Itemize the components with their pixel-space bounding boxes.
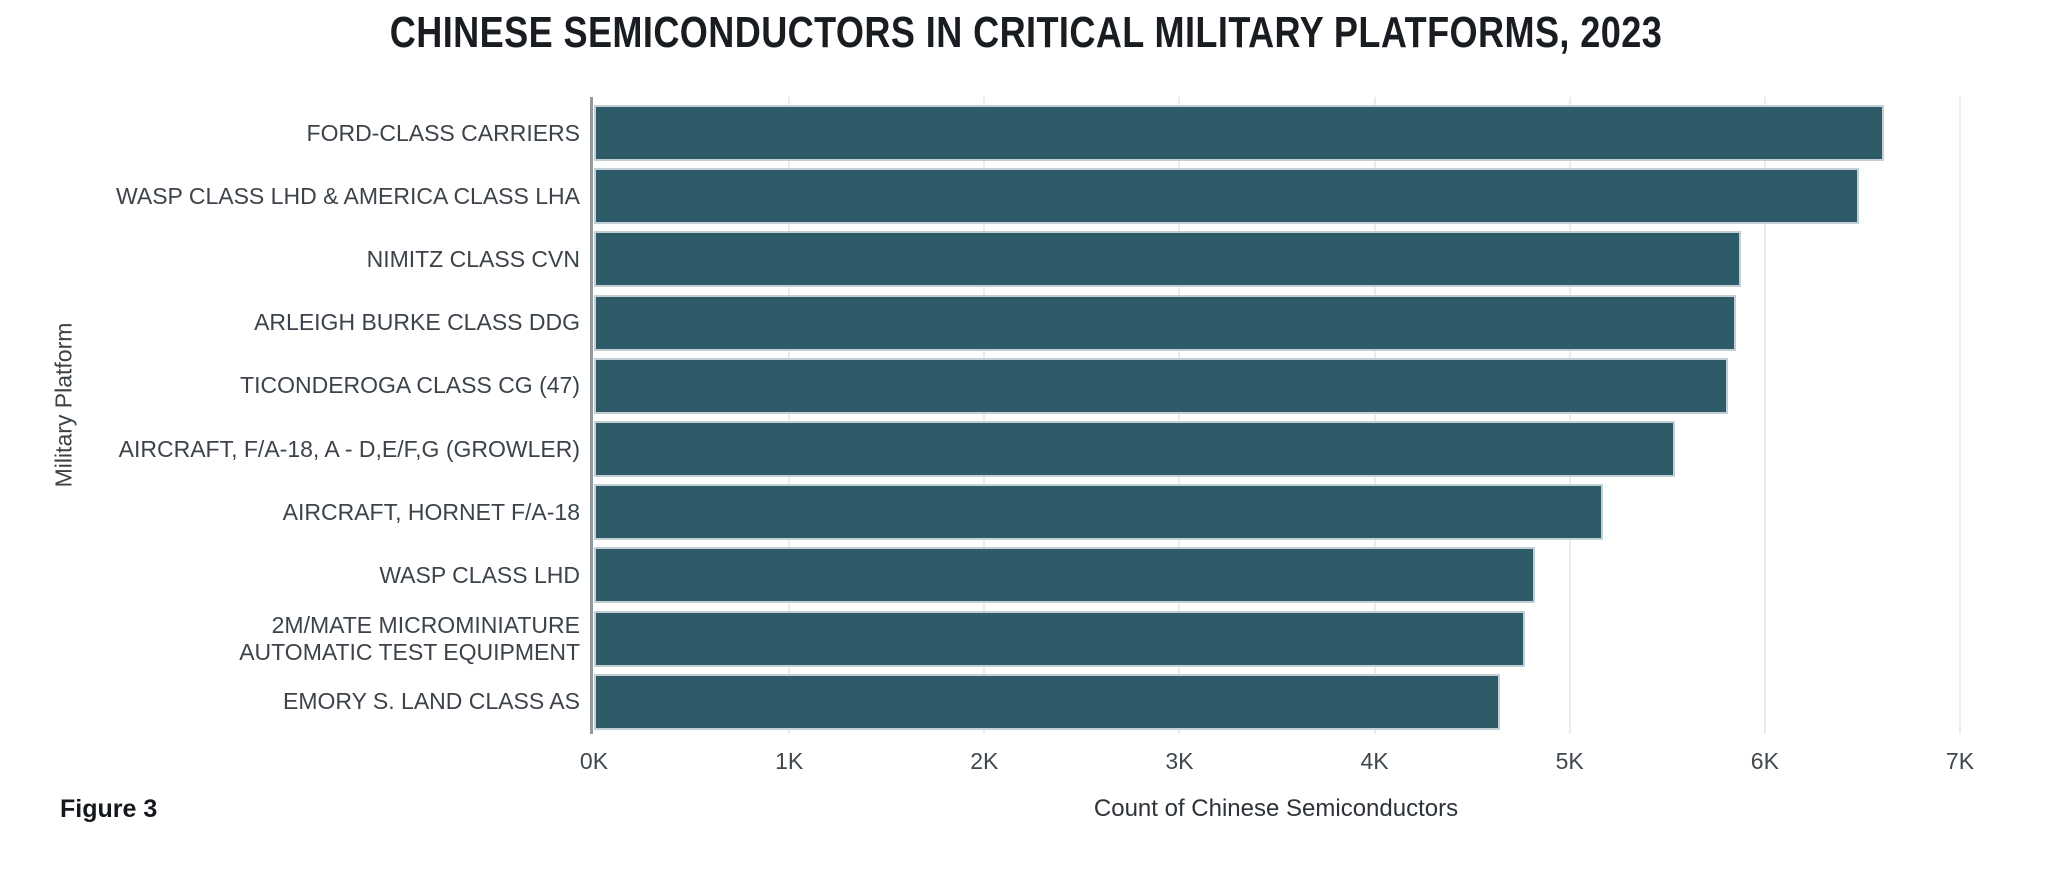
bar-label: EMORY S. LAND CLASS AS: [0, 674, 580, 730]
bar-label-line: TICONDEROGA CLASS CG (47): [240, 372, 580, 399]
gridline-3k: [1178, 97, 1181, 734]
x-tick-label: 1K: [775, 748, 804, 774]
x-tick-label: 5K: [1555, 748, 1584, 774]
bar: [594, 105, 1884, 161]
bar: [594, 547, 1535, 604]
bar-label-line: ARLEIGH BURKE CLASS DDG: [254, 309, 580, 336]
bar-label: 2M/MATE MICROMINIATURE AUTOMATIC TEST EQU…: [0, 611, 580, 667]
figure-caption: Figure 3: [60, 795, 158, 823]
bar-label: ARLEIGH BURKE CLASS DDG: [0, 295, 580, 351]
bar-label: FORD-CLASS CARRIERS: [0, 105, 580, 161]
y-axis-line: [590, 97, 593, 734]
x-tick-label: 6K: [1750, 748, 1779, 774]
bar: [594, 357, 1728, 414]
bar-label-line: WASP CLASS LHD: [379, 561, 580, 588]
bar-label-line: EMORY S. LAND CLASS AS: [283, 688, 580, 715]
x-tick-label: 3K: [1165, 748, 1194, 774]
bar-label: WASP CLASS LHD & AMERICA CLASS LHA: [0, 168, 580, 224]
bar: [594, 421, 1676, 477]
gridline-2k: [983, 97, 986, 734]
bar: [594, 484, 1603, 541]
bar-label-line: NIMITZ CLASS CVN: [366, 245, 580, 272]
bar-label-line: AUTOMATIC TEST EQUIPMENT: [239, 638, 580, 665]
x-tick-label: 4K: [1360, 748, 1389, 774]
gridline-5k: [1568, 97, 1571, 734]
bar-label: AIRCRAFT, HORNET F/A-18: [0, 484, 580, 540]
gridline-4k: [1373, 97, 1376, 734]
bar-label: TICONDEROGA CLASS CG (47): [0, 358, 580, 414]
bar-label-line: AIRCRAFT, HORNET F/A-18: [282, 498, 580, 525]
gridline-7k: [1959, 97, 1961, 734]
x-axis-title: Count of Chinese Semiconductors: [1093, 795, 1459, 822]
bar-label-line: AIRCRAFT, F/A-18, A - D,E/F,G (GROWLER): [118, 435, 580, 462]
bar: [594, 231, 1742, 288]
bar-label: AIRCRAFT, F/A-18, A - D,E/F,G (GROWLER): [0, 421, 580, 477]
bar-label-line: FORD-CLASS CARRIERS: [306, 119, 580, 146]
bar-label: NIMITZ CLASS CVN: [0, 231, 580, 287]
bar: [594, 294, 1736, 351]
bar: [594, 610, 1525, 667]
bar: [594, 673, 1500, 730]
x-tick-label: 7K: [1945, 748, 1975, 774]
gridline-1k: [788, 97, 791, 734]
bar-label-line: WASP CLASS LHD & AMERICA CLASS LHA: [116, 182, 580, 209]
bar-label-line: 2M/MATE MICROMINIATURE: [271, 611, 580, 638]
x-tick-label: 2K: [970, 748, 999, 774]
bar: [594, 168, 1859, 225]
gridline-6k: [1763, 97, 1766, 734]
x-tick-label: 0K: [579, 748, 609, 774]
chart-title: CHINESE SEMICONDUCTORS IN CRITICAL MILIT…: [389, 8, 1663, 57]
bar-label: WASP CLASS LHD: [0, 547, 580, 603]
